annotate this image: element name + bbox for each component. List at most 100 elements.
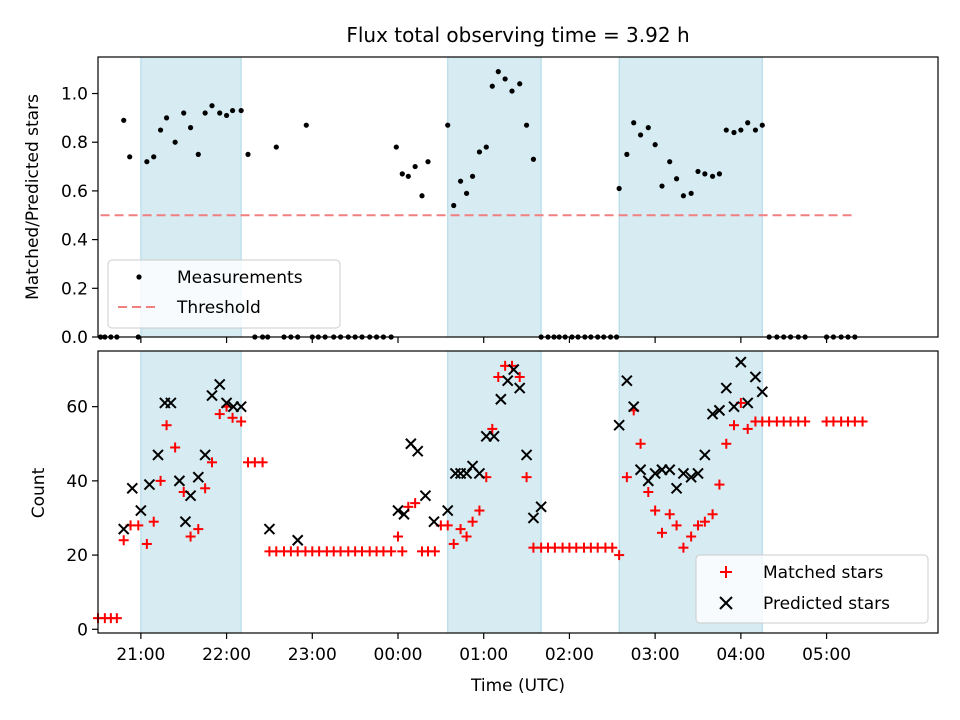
legend-label-predicted: Predicted stars [763,594,890,614]
observing-interval-band [618,56,763,338]
measurement-point [695,168,701,175]
matched-star-point [614,550,625,561]
y-tick-label: 20 [66,546,88,566]
measurement-point [738,127,744,133]
measurement-point [121,117,127,123]
predicted-star-point [720,382,732,394]
matched-star-point [442,520,453,531]
observing-intervals [140,350,763,634]
matched-star-point [487,423,498,434]
matched-star-point [467,516,478,527]
matched-star-point [664,509,675,520]
measurement-point [151,154,157,160]
predicted-star-point [621,374,633,387]
matched-star-point [521,472,532,483]
matched-star-point [643,487,654,497]
y-axis-ticks: 0.0 0.2 0.4 0.6 0.8 1.0 [61,85,98,348]
predicted-star-point [520,449,533,461]
y-axis-ticks: 0 20 40 60 [66,398,98,640]
predicted-star-point [495,393,507,405]
legend-box [695,554,929,624]
predicted-star-point [135,504,147,517]
predicted-star-point [613,419,625,431]
matched-star-point [227,412,238,423]
predicted-star-point [220,397,233,409]
matched-star-point [707,509,718,520]
predicted-star-point [192,471,204,483]
matched-star-point [857,416,868,427]
measurement-point [457,178,464,184]
predicted-star-point [728,400,740,413]
observing-interval-band [447,350,542,634]
measurement-point [217,110,223,116]
predicted-star-point [263,523,276,535]
predicted-star-point [118,523,130,535]
matched-star-point [393,531,403,542]
x-tick-label: 21:00 [116,645,165,665]
predicted-star-point [692,467,704,480]
measurements-series [97,69,858,340]
measurement-point [127,154,133,160]
legend-label-matched: Matched stars [763,563,883,583]
measurement-point [469,173,476,179]
measurement-point [229,107,236,114]
matched-star-point [214,409,225,420]
predicted-star-point [735,356,747,368]
x-tick-label: 02:00 [545,645,594,665]
predicted-star-point [502,374,514,387]
matched-star-point [161,420,172,431]
measurement-point [673,176,680,182]
measurement-point [172,139,178,145]
matched-star-point [800,416,811,427]
matched-star-point [671,520,682,531]
predicted-stars-series [118,356,768,546]
legend-marker-matched [720,566,732,578]
predicted-star-point [706,408,719,420]
y-tick-label: 0.6 [61,182,88,202]
x-axis-ticks-top [140,337,828,343]
matched-star-point [650,505,661,516]
observing-intervals [140,56,763,338]
observing-interval-band [140,350,242,634]
measurement-point [495,69,501,75]
matched-star-point [493,371,504,382]
measurement-point [202,110,208,116]
y-tick-label: 0.8 [61,133,88,153]
predicted-star-point [473,467,486,480]
predicted-star-point [184,490,197,502]
matched-star-point [714,479,725,490]
predicted-star-point [199,449,211,461]
predicted-star-point [173,475,186,487]
counts-panel: 0 20 40 60 21:00 22:00 23:00 00:00 01:00 02:00 03… [29,350,939,696]
measurement-point [517,81,523,87]
predicted-star-point [179,515,192,528]
measurement-point [144,159,150,165]
matched-star-point [474,505,485,516]
x-tick-label: 00:00 [374,645,423,665]
x-tick-label: 01:00 [459,645,508,665]
predicted-star-point [527,512,540,524]
matched-star-point [729,420,739,431]
legend: Measurements Threshold [107,259,341,329]
measurement-point [509,88,515,94]
measurement-point [451,202,457,209]
matched-star-point [148,516,159,527]
matched-star-point [141,538,152,549]
measurement-point [476,149,483,155]
y-tick-label: 1.0 [61,85,88,105]
measurement-point [181,110,187,116]
measurement-point [624,151,630,157]
matched-star-point [699,516,710,527]
measurement-point [223,112,230,119]
predicted-star-point [442,504,454,517]
legend-marker-measurements [136,274,142,280]
y-tick-label: 0.0 [61,328,88,348]
y-tick-label: 0 [77,620,88,640]
measurement-point [393,144,399,150]
x-tick-label: 04:00 [716,645,765,665]
measurement-point [483,144,489,150]
measurement-point [723,127,729,133]
measurement-point [412,163,418,170]
predicted-star-point [428,515,440,528]
